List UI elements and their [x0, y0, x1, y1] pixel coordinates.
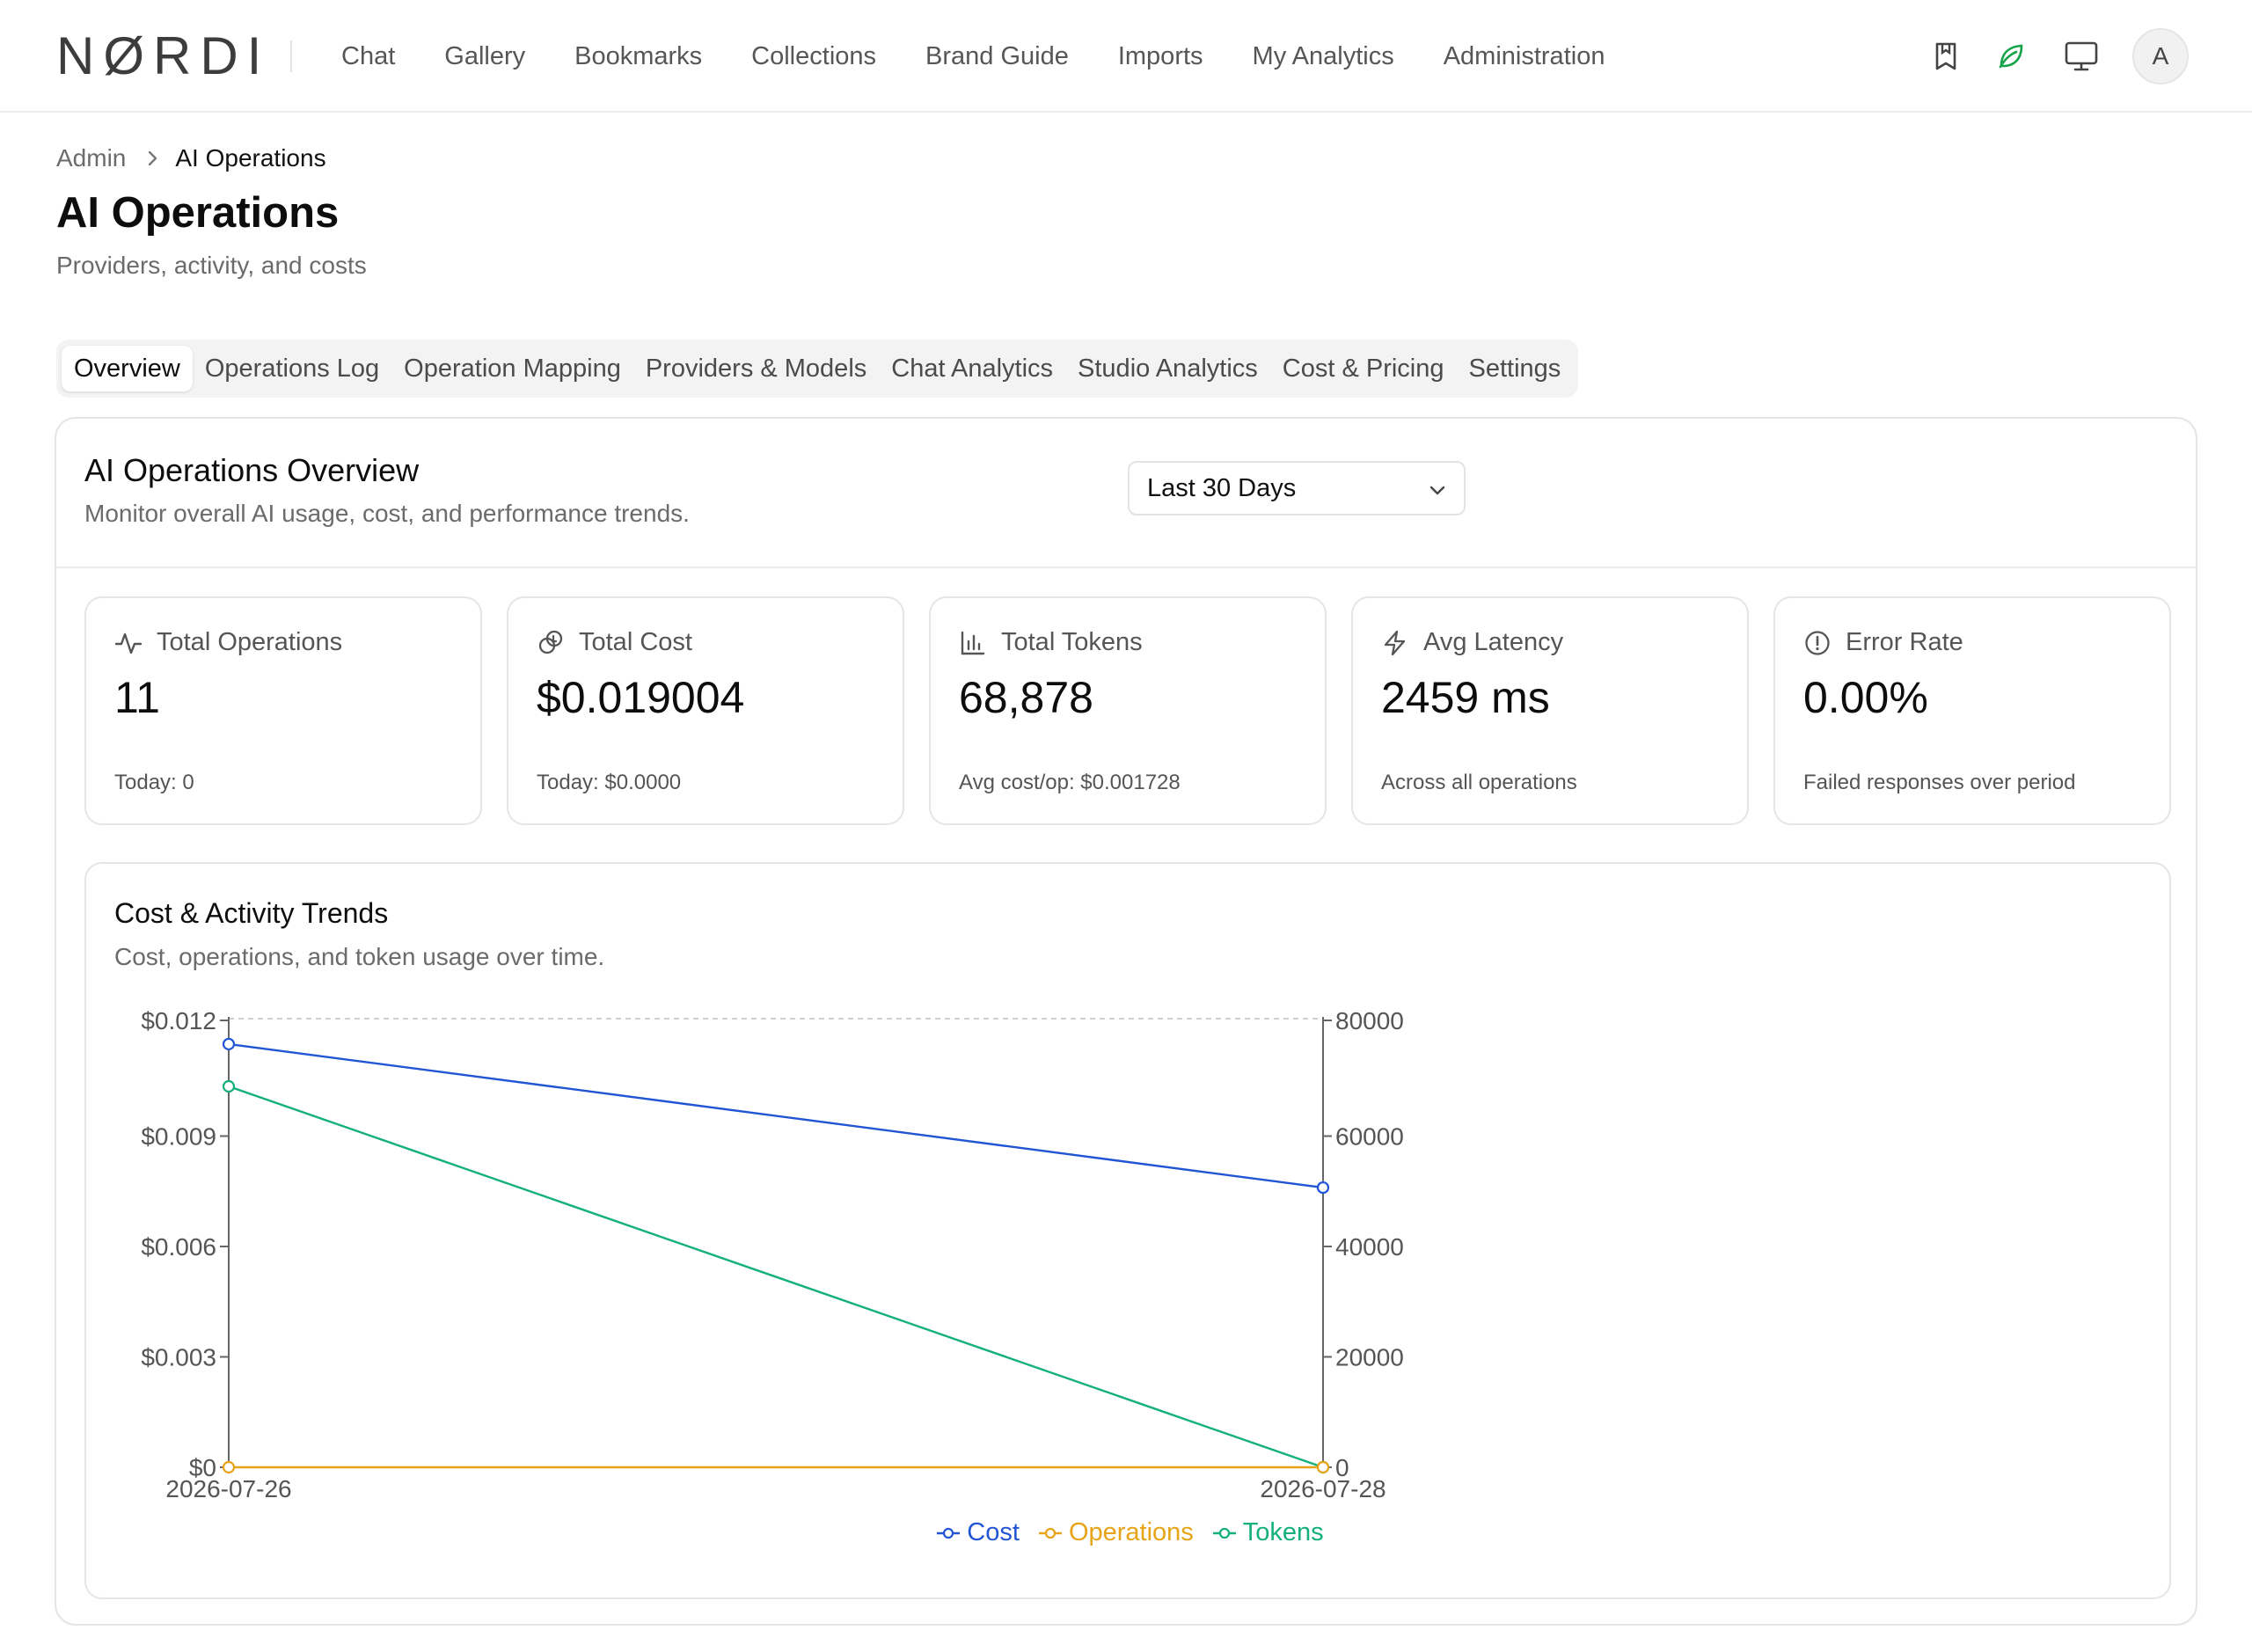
main-nav: Chat Gallery Bookmarks Collections Brand… [341, 0, 1654, 113]
leaf-icon[interactable] [1993, 39, 2029, 74]
tab-providers-models[interactable]: Providers & Models [645, 355, 867, 383]
stat-label: Total Tokens [1001, 628, 1143, 656]
stat-value: 68,878 [959, 673, 1093, 722]
chevron-down-icon [1427, 479, 1448, 508]
stat-value: 11 [114, 673, 160, 722]
page-subtitle: Providers, activity, and costs [56, 252, 367, 279]
date-range-value: Last 30 Days [1147, 473, 1297, 502]
nav-collections[interactable]: Collections [751, 41, 877, 70]
activity-icon [114, 632, 143, 654]
legend-label: Cost [967, 1518, 1020, 1546]
nav-administration[interactable]: Administration [1443, 41, 1605, 70]
y-right-tick-label: 80000 [1335, 1007, 1404, 1034]
y-left-tick-label: $0.009 [141, 1123, 216, 1151]
trends-line-chart: $0 $0.003 $0.006 $0.009 $0.012 0 20000 40000 600… [141, 1007, 1404, 1502]
stat-total-operations: Total Operations 11 Today: 0 [84, 596, 482, 825]
page-title: AI Operations [56, 189, 340, 237]
nav-brand-guide[interactable]: Brand Guide [925, 41, 1069, 70]
stat-footnote: Across all operations [1381, 771, 1577, 794]
series-point-tokens [222, 1079, 236, 1093]
alert-circle-icon [1805, 630, 1830, 655]
tab-settings[interactable]: Settings [1468, 355, 1561, 383]
monitor-icon[interactable] [2064, 39, 2099, 74]
trends-chart-card: Cost & Activity Trends Cost, operations,… [84, 862, 2171, 1599]
legend-item-tokens[interactable]: Tokens [1211, 1518, 1324, 1547]
top-navigation-bar: NØRDI Chat Gallery Bookmarks Collections… [0, 0, 2252, 113]
stat-label: Error Rate [1846, 628, 1963, 656]
series-point-cost [1316, 1181, 1330, 1195]
series-point-operations [1316, 1460, 1330, 1474]
breadcrumb-current: AI Operations [175, 144, 326, 172]
tab-operations-log[interactable]: Operations Log [204, 355, 380, 383]
y-right-tick-label: 0 [1335, 1454, 1349, 1481]
stat-label: Total Operations [157, 628, 343, 656]
chart-subtitle: Cost, operations, and token usage over t… [114, 943, 605, 970]
bookmark-icon[interactable] [1928, 39, 1963, 74]
stat-total-cost: Total Cost $0.019004 Today: $0.0000 [507, 596, 904, 825]
overview-subtitle: Monitor overall AI usage, cost, and perf… [84, 500, 690, 527]
app-logo[interactable]: NØRDI [56, 26, 271, 85]
legend-label: Tokens [1242, 1518, 1324, 1546]
stat-footnote: Avg cost/op: $0.001728 [959, 771, 1181, 794]
tab-cost-pricing[interactable]: Cost & Pricing [1282, 355, 1444, 383]
nav-bookmarks[interactable]: Bookmarks [574, 41, 703, 70]
stat-error-rate: Error Rate 0.00% Failed responses over p… [1773, 596, 2171, 825]
legend-marker-icon [937, 1527, 961, 1539]
stat-value: 2459 ms [1381, 673, 1550, 722]
y-left-tick-label: $0.012 [141, 1007, 216, 1034]
stat-avg-latency: Avg Latency 2459 ms Across all operation… [1351, 596, 1749, 825]
overview-card: AI Operations Overview Monitor overall A… [55, 417, 2197, 1626]
tab-overview[interactable]: Overview [62, 346, 193, 391]
x-tick-label: 2026-07-26 [165, 1475, 291, 1502]
legend-item-cost[interactable]: Cost [935, 1518, 1020, 1547]
stat-footnote: Today: 0 [114, 771, 194, 794]
card-divider [56, 567, 2196, 568]
nav-imports[interactable]: Imports [1117, 41, 1203, 70]
series-line-cost [228, 1042, 1324, 1189]
tab-studio-analytics[interactable]: Studio Analytics [1078, 355, 1258, 383]
stat-label: Total Cost [579, 628, 692, 656]
logo-divider [290, 40, 292, 72]
stat-total-tokens: Total Tokens 68,878 Avg cost/op: $0.0017… [929, 596, 1327, 825]
legend-item-operations[interactable]: Operations [1037, 1518, 1194, 1547]
chart-legend: Cost Operations Tokens [86, 1518, 2173, 1547]
y-left-tick-label: $0.006 [141, 1233, 216, 1261]
stat-value: $0.019004 [537, 673, 745, 722]
stat-footnote: Today: $0.0000 [537, 771, 682, 794]
x-tick-label: 2026-07-28 [1260, 1475, 1386, 1502]
user-avatar[interactable]: A [2132, 28, 2189, 84]
y-right-tick-label: 40000 [1335, 1233, 1404, 1261]
breadcrumb: Admin AI Operations [56, 141, 326, 176]
chart-title: Cost & Activity Trends [114, 897, 389, 929]
stat-value: 0.00% [1803, 673, 1928, 722]
bar-chart-icon [961, 631, 985, 654]
section-tabs: Overview Operations Log Operation Mappin… [56, 340, 1579, 398]
date-range-select[interactable]: Last 30 Days [1128, 461, 1466, 515]
tab-operation-mapping[interactable]: Operation Mapping [404, 355, 621, 383]
stat-footnote: Failed responses over period [1803, 771, 2076, 794]
nav-gallery[interactable]: Gallery [444, 41, 526, 70]
nav-my-analytics[interactable]: My Analytics [1252, 41, 1394, 70]
legend-marker-icon [1212, 1527, 1236, 1539]
overview-title: AI Operations Overview [84, 452, 420, 488]
tab-chat-analytics[interactable]: Chat Analytics [891, 355, 1054, 383]
y-left-tick-label: $0 [189, 1454, 216, 1481]
chevron-right-icon [147, 150, 159, 167]
zap-icon [1384, 630, 1406, 655]
legend-marker-icon [1038, 1527, 1062, 1539]
y-right-tick-label: 20000 [1335, 1344, 1404, 1371]
stat-label: Avg Latency [1423, 628, 1564, 656]
legend-label: Operations [1068, 1518, 1194, 1546]
y-right-tick-label: 60000 [1335, 1123, 1404, 1151]
series-point-cost [222, 1037, 236, 1051]
breadcrumb-admin-link[interactable]: Admin [56, 144, 127, 172]
nav-chat[interactable]: Chat [341, 41, 396, 70]
coins-icon [538, 630, 563, 654]
series-line-tokens [228, 1085, 1324, 1469]
y-left-tick-label: $0.003 [141, 1344, 216, 1371]
series-point-operations [222, 1460, 236, 1474]
